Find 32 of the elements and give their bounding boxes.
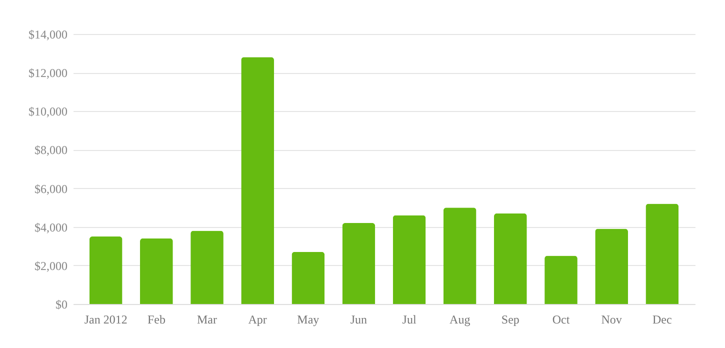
bar (292, 252, 325, 304)
x-tick-label: Feb (147, 312, 166, 326)
bar (140, 238, 173, 304)
x-tick-label: Apr (248, 312, 267, 326)
x-tick-label: Oct (552, 312, 570, 326)
bar (646, 204, 679, 304)
bar (241, 57, 274, 304)
y-tick-label: $14,000 (28, 28, 68, 42)
y-tick-label: $2,000 (34, 258, 68, 273)
y-tick-label: $12,000 (28, 66, 68, 80)
y-tick-label: $10,000 (28, 104, 68, 119)
x-tick-label: Dec (652, 312, 672, 326)
bar (595, 228, 628, 304)
bar (89, 236, 122, 304)
x-tick-label: Aug (450, 312, 470, 326)
x-tick-label: May (297, 312, 320, 326)
bar (342, 223, 376, 304)
bar (443, 208, 476, 304)
x-tick-label: Sep (501, 312, 520, 326)
x-tick-label: Mar (197, 312, 218, 326)
y-tick-label: $8,000 (34, 143, 68, 158)
y-tick-label: $4,000 (34, 220, 68, 234)
x-tick-label: Jun (350, 312, 368, 326)
x-tick-label: Nov (601, 312, 622, 326)
bar (544, 256, 578, 304)
x-tick-label: Jan 2012 (84, 312, 128, 326)
bar (392, 215, 426, 304)
bar (190, 230, 224, 304)
x-tick-label: Jul (402, 312, 417, 326)
bar (494, 213, 527, 304)
y-tick-label: $0 (56, 298, 68, 312)
y-tick-label: $6,000 (34, 182, 68, 196)
